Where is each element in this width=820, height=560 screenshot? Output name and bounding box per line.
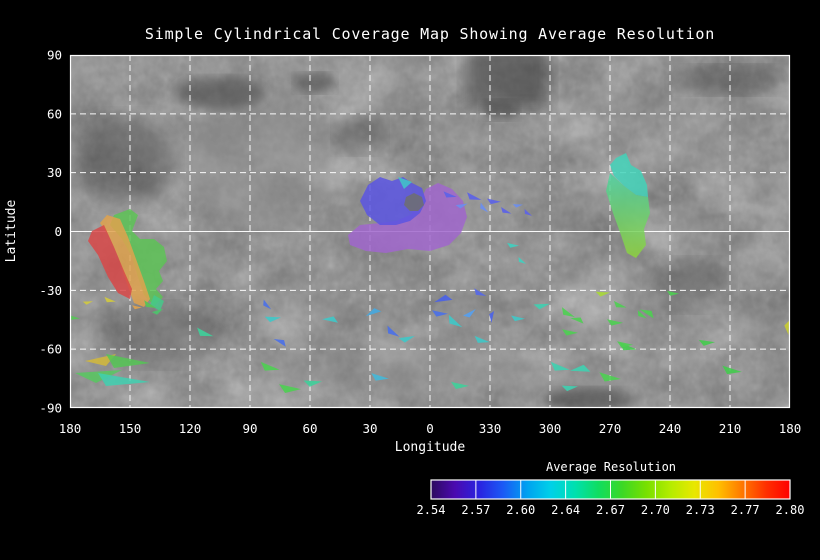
scatter-footprint bbox=[434, 294, 453, 303]
coverage-patches bbox=[75, 153, 650, 386]
coverage-patch bbox=[606, 173, 650, 258]
x-tick-label: 30 bbox=[362, 421, 377, 436]
coverage-patch bbox=[98, 373, 150, 386]
coverage-patch bbox=[610, 153, 648, 197]
scatter-footprint bbox=[561, 307, 575, 318]
scatter-footprint bbox=[263, 299, 272, 310]
colorbar-tick-label: 2.70 bbox=[641, 503, 670, 517]
scatter-footprint bbox=[455, 203, 468, 209]
scatter-footprint bbox=[487, 198, 501, 205]
scatter-footprint bbox=[303, 380, 323, 387]
colorbar-tick-label: 2.60 bbox=[506, 503, 535, 517]
x-tick-label: 180 bbox=[59, 421, 82, 436]
colorbar-tick-label: 2.67 bbox=[596, 503, 625, 517]
scatter-footprint bbox=[511, 315, 525, 322]
scatter-footprint bbox=[512, 204, 524, 208]
scatter-footprint bbox=[322, 316, 338, 323]
scatter-footprint bbox=[570, 317, 584, 324]
y-axis-tick-labels: 90 60 30 0 -30 -60 -90 bbox=[39, 48, 62, 416]
coverage-patch bbox=[106, 354, 150, 368]
scatter-footprint bbox=[617, 341, 633, 348]
coverage-patch bbox=[398, 177, 412, 189]
scatter-footprint bbox=[480, 202, 489, 213]
x-tick-label: 210 bbox=[719, 421, 742, 436]
scatter-footprint bbox=[432, 310, 448, 317]
scatter-footprint bbox=[550, 361, 570, 371]
scatter-footprint bbox=[784, 320, 790, 336]
colorbar-tick-label: 2.54 bbox=[417, 503, 446, 517]
x-tick-label: 330 bbox=[479, 421, 502, 436]
scatter-footprint bbox=[70, 313, 80, 321]
scatter-footprint bbox=[463, 309, 476, 318]
plot-frame bbox=[69, 54, 791, 409]
scatter-footprint bbox=[562, 329, 578, 336]
colorbar-title: Average Resolution bbox=[546, 460, 676, 474]
scatter-footprint bbox=[698, 339, 716, 346]
scatter-footprint bbox=[561, 385, 579, 392]
colorbar-tick-label: 2.80 bbox=[776, 503, 805, 517]
y-axis-title: Latitude bbox=[4, 200, 19, 263]
figure-title: Simple Cylindrical Coverage Map Showing … bbox=[145, 25, 715, 43]
scatter-footprint bbox=[507, 242, 519, 248]
colorbar-tick-labels: 2.54 2.57 2.60 2.64 2.67 2.70 2.73 2.77 2.80 bbox=[417, 503, 805, 517]
colorbar-frame bbox=[430, 479, 791, 500]
scatter-footprint bbox=[569, 364, 591, 372]
x-tick-label: 120 bbox=[179, 421, 202, 436]
scatter-footprint bbox=[533, 303, 550, 310]
x-tick-label: 90 bbox=[242, 421, 257, 436]
colorbar-tick-label: 2.57 bbox=[461, 503, 490, 517]
y-tick-label: 90 bbox=[47, 48, 62, 63]
x-axis-title: Longitude bbox=[395, 440, 466, 455]
coverage-patch bbox=[88, 225, 132, 299]
scatter-footprint bbox=[451, 381, 469, 390]
x-tick-label: 300 bbox=[539, 421, 562, 436]
scatter-footprint bbox=[474, 335, 490, 343]
scatter-footprint bbox=[264, 316, 282, 323]
x-tick-label: 150 bbox=[119, 421, 142, 436]
x-axis-tick-labels: 180 150 120 90 60 30 0 330 300 270 240 210 180 bbox=[59, 421, 802, 436]
colorbar-tick-label: 2.64 bbox=[551, 503, 580, 517]
scatter-footprint bbox=[489, 311, 495, 323]
y-tick-label: -30 bbox=[39, 283, 62, 298]
scatter-footprint bbox=[82, 301, 93, 305]
scatter-footprint bbox=[595, 291, 611, 297]
scatter-footprint bbox=[599, 372, 621, 382]
colorbar-tick-label: 2.77 bbox=[731, 503, 760, 517]
scatter-footprint bbox=[667, 290, 679, 296]
x-tick-label: 0 bbox=[426, 421, 434, 436]
scatter-footprint bbox=[260, 361, 280, 371]
scatter-footprint bbox=[607, 319, 623, 326]
scattered-footprints bbox=[70, 191, 790, 393]
scatter-footprint bbox=[443, 191, 457, 198]
colorbar: Average Resolution 2.54 2.57 2.60 2.64 2.67 2… bbox=[417, 460, 805, 517]
map-plot-area bbox=[69, 54, 791, 409]
scatter-footprint bbox=[371, 373, 389, 381]
scatter-footprint bbox=[365, 308, 382, 317]
y-tick-label: 30 bbox=[47, 165, 62, 180]
colorbar-dividers bbox=[475, 480, 746, 499]
y-tick-label: 0 bbox=[54, 224, 62, 239]
scatter-footprint bbox=[398, 336, 415, 343]
x-tick-label: 60 bbox=[302, 421, 317, 436]
x-tick-label: 180 bbox=[779, 421, 802, 436]
graticule bbox=[70, 55, 790, 408]
scatter-footprint bbox=[151, 308, 164, 315]
scatter-footprint bbox=[104, 296, 116, 303]
y-tick-label: 60 bbox=[47, 106, 62, 121]
y-tick-label: -90 bbox=[39, 401, 62, 416]
x-tick-label: 240 bbox=[659, 421, 682, 436]
scatter-footprint bbox=[722, 365, 742, 375]
coverage-patch bbox=[404, 193, 424, 211]
scatter-footprint bbox=[132, 305, 142, 310]
scatter-footprint bbox=[279, 384, 301, 393]
x-tick-label: 270 bbox=[599, 421, 622, 436]
map-background bbox=[70, 55, 790, 408]
coverage-patch bbox=[360, 177, 426, 225]
coverage-patch bbox=[100, 215, 150, 307]
colorbar-tick-label: 2.73 bbox=[686, 503, 715, 517]
coverage-patch bbox=[75, 370, 122, 383]
y-tick-label: -60 bbox=[39, 342, 62, 357]
